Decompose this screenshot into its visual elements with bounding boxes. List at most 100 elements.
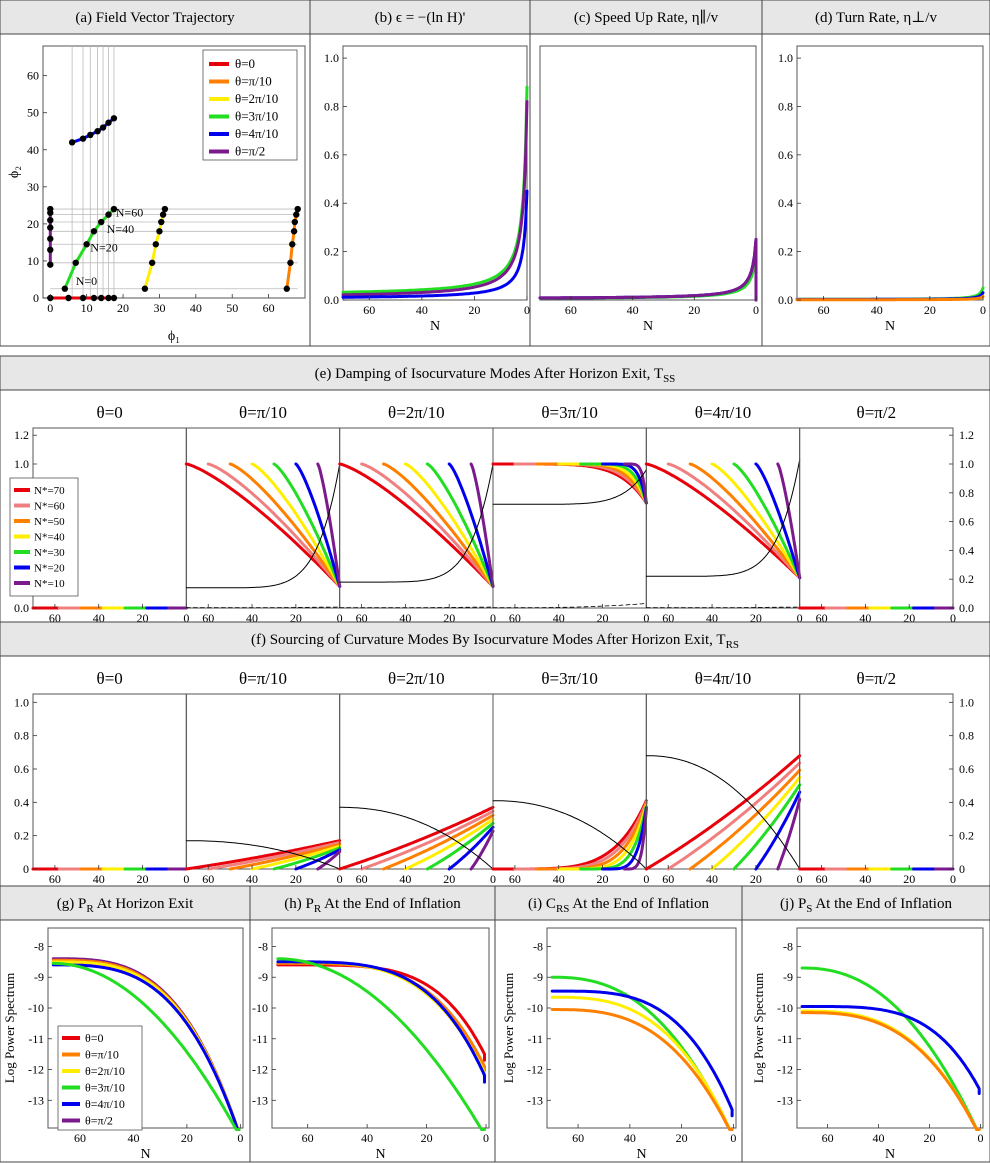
panel-f-title: (f) Sourcing of Curvature Modes By Isocu… [251, 632, 739, 651]
panel-f-xtick-label: 40 [93, 872, 105, 886]
panel-a-n-label: N=40 [107, 222, 134, 236]
panel-e-ytick-label: 1.0 [959, 457, 974, 471]
panel-i-xtick-label: 60 [572, 1131, 584, 1145]
panel-a-ytick-label: 10 [27, 254, 39, 268]
row4-panel-3-cell [741, 919, 990, 1163]
panel-h-xtick-label: 0 [483, 1131, 489, 1145]
panel-f-nstar-blue [601, 806, 648, 871]
legend-entry-theta: θ=π/10 [235, 74, 272, 89]
panel-f-nstar-blue [294, 848, 342, 871]
panel-f-xtick-label: 60 [49, 872, 61, 886]
panel-a-point [294, 205, 301, 213]
panel-b-ytick-label: 0.6 [324, 148, 339, 162]
panel-f-xtick-label: 60 [202, 872, 214, 886]
panel-g-series-blue [51, 963, 241, 1131]
panel-i-ytick-label: -9 [533, 970, 543, 984]
panel-i-xtick-label: 40 [624, 1131, 636, 1145]
panel-a-point [90, 228, 98, 235]
panel-e-dashed-curve [185, 606, 341, 609]
panel-b-ytick-label: 1.0 [324, 51, 339, 65]
panel-e-nstar-pink [360, 462, 495, 588]
legend-entry-theta: θ=0 [235, 56, 255, 71]
row1-panel-3-cell [761, 33, 990, 347]
panel-g-legend [57, 1025, 143, 1131]
row4-panel-2-header [494, 885, 743, 921]
panel-d-ytick-label: 0.8 [778, 99, 793, 113]
panel-h-xtick-label: 60 [302, 1131, 314, 1145]
panel-f-nstar-purple [469, 829, 495, 871]
panel-c-xtick-label: 0 [753, 303, 759, 317]
panel-a-point [47, 205, 54, 213]
legend-entry-theta: θ=π/10 [85, 1048, 119, 1062]
panel-b-ytick-label: 0.4 [324, 196, 339, 210]
panel-a-ylabel: ϕ₂ [7, 166, 22, 178]
panel-a-point [290, 228, 298, 235]
panel-e-ytick-label: 0.2 [959, 572, 974, 586]
panel-a-point [72, 259, 79, 266]
panel-e-ytick-label: 0.0 [14, 601, 29, 615]
panel-a-point [94, 128, 101, 135]
panel-e-nstar-green [732, 462, 802, 580]
panel-g-xtick-label: 40 [127, 1131, 139, 1145]
panel-g-series-green [51, 961, 241, 1131]
panel-e-nstar-pink [666, 462, 802, 580]
panel-b-ytick-label: 0.8 [324, 99, 339, 113]
row1-panel-3-header [761, 0, 990, 35]
panel-a-point [79, 135, 87, 142]
panel-j-title: (j) PS At the End of Inflation [780, 896, 952, 915]
panel-e-nstar-blue [294, 462, 342, 588]
panel-a-xtick-label: 0 [47, 301, 53, 315]
panel-f-subplot-title: θ=4π/10 [695, 669, 752, 688]
row4-panel-1-header [249, 885, 496, 921]
panel-f-nstar-green [579, 805, 648, 871]
row4-panel-1-cell [249, 919, 496, 1163]
row4-panel-2-cell [494, 919, 743, 1163]
panel-a-frame [42, 45, 306, 299]
panel-j-ytick-label: -13 [777, 1093, 793, 1107]
panel-h-ytick-label: -13 [252, 1093, 268, 1107]
panel-a-title: (a) Field Vector Trajectory [75, 10, 235, 26]
panel-a-point [291, 218, 299, 226]
panel-i-ytick-label: -12 [527, 1063, 543, 1077]
panel-g-ytick-label: -8 [34, 939, 44, 953]
panel-a-point [47, 216, 54, 224]
panel-f-reference-curve [645, 755, 801, 870]
panel-b-ytick-label: 0.2 [324, 245, 339, 259]
panel-a-point [110, 115, 118, 122]
panel-a-ytick-label: 20 [27, 217, 39, 231]
panel-h-ytick-label: -11 [252, 1032, 268, 1046]
panel-e-subplot-title: θ=π/10 [239, 403, 287, 422]
panel-j-series-blue [800, 1005, 981, 1095]
panel-a-point [156, 228, 163, 235]
panel-a-point [283, 285, 291, 292]
panel-f-ytick-label: 0.8 [959, 729, 974, 743]
panel-f-nstar-purple [316, 850, 342, 871]
panel-a-ytick-label: 50 [27, 106, 39, 120]
panel-i-xlabel: N [636, 1147, 646, 1162]
panel-j-frame [796, 927, 984, 1129]
panel-e-nstar-red [338, 462, 495, 588]
panel-d-series-orange [795, 294, 985, 302]
panel-e-nstar-orange [688, 462, 802, 580]
panel-d-xtick-label: 0 [980, 303, 986, 317]
panel-f-xtick-label: 40 [246, 872, 258, 886]
panel-e-nstar-orange [382, 462, 495, 588]
panel-g-xtick-label: 60 [74, 1131, 86, 1145]
panel-d-xtick-label: 20 [924, 303, 936, 317]
panel-h-ytick-label: -8 [258, 939, 268, 953]
panel-a-point [47, 261, 54, 268]
panel-f-ytick-label: 0.4 [959, 795, 974, 809]
panel-f-nstar-orange [228, 842, 342, 871]
panel-f-subplot-title: θ=0 [97, 669, 123, 688]
panel-c-frame [539, 45, 757, 301]
panel-f-nstar-orange [688, 768, 802, 871]
panel-e-ytick-label: 0.8 [959, 486, 974, 500]
panel-a-point [98, 218, 105, 226]
panel-h-xlabel: N [375, 1147, 385, 1162]
legend-entry-nstar: N*=10 [34, 578, 65, 590]
panel-a-ytick-label: 30 [27, 180, 39, 194]
panel-a-point [83, 241, 90, 248]
panel-f-xtick-label: 20 [903, 872, 915, 886]
panel-a-ytick-label: 60 [27, 69, 39, 83]
